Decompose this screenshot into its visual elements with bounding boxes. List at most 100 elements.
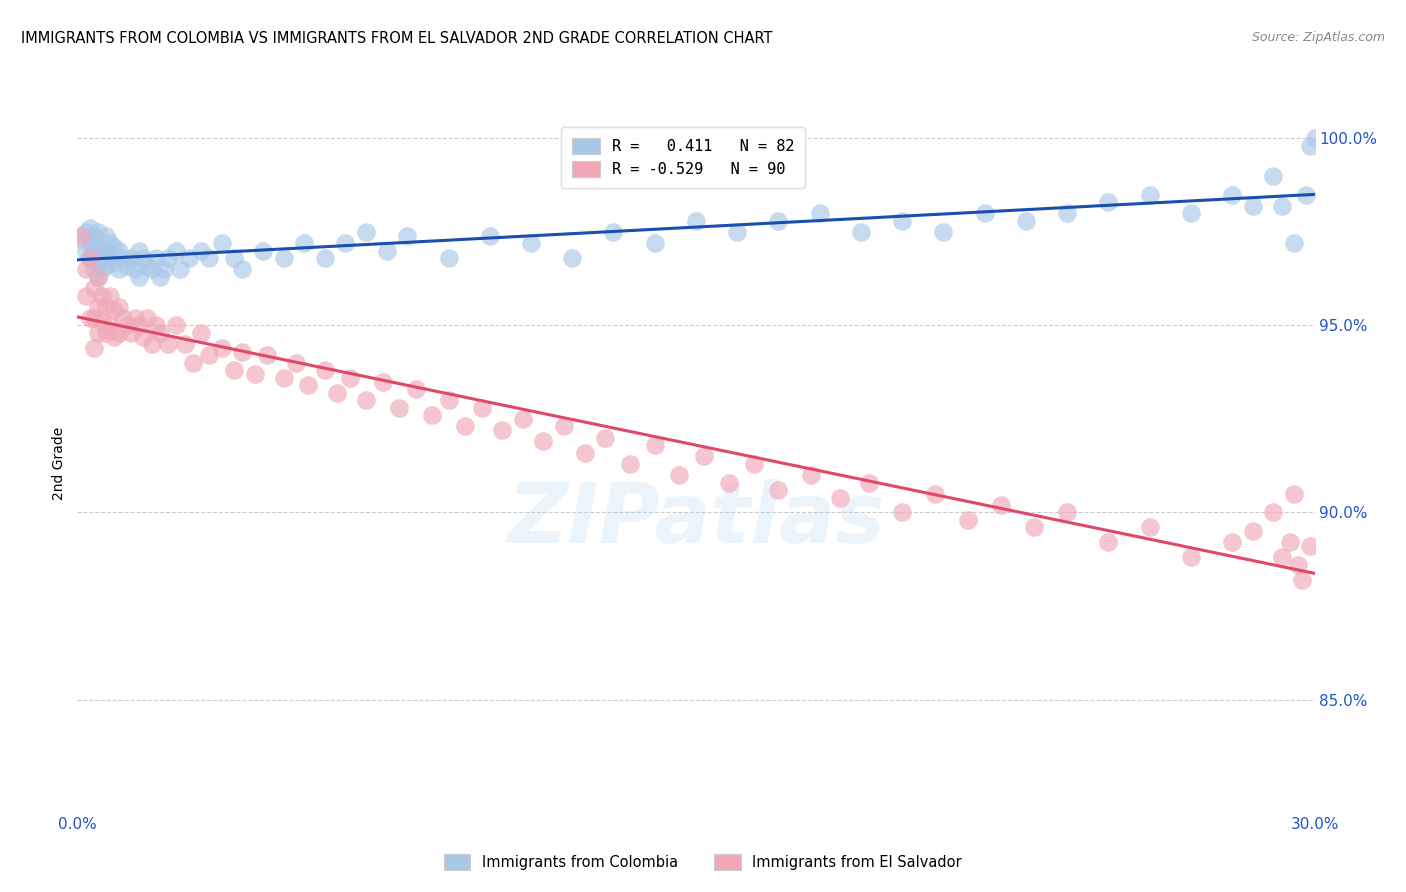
Point	[120, 251, 142, 265]
Point	[1241, 524, 1264, 538]
Point	[252, 244, 274, 258]
Point	[124, 310, 146, 325]
Point	[256, 348, 278, 362]
Point	[396, 228, 419, 243]
Point	[693, 450, 716, 464]
Point	[111, 251, 134, 265]
Point	[128, 318, 150, 333]
Point	[91, 262, 114, 277]
Point	[87, 240, 110, 254]
Point	[717, 475, 740, 490]
Point	[685, 213, 707, 227]
Point	[1282, 236, 1305, 251]
Point	[273, 371, 295, 385]
Point	[91, 288, 114, 302]
Point	[891, 506, 914, 520]
Point	[98, 251, 121, 265]
Point	[198, 251, 221, 265]
Point	[284, 356, 307, 370]
Point	[136, 259, 159, 273]
Point	[668, 468, 690, 483]
Point	[354, 225, 377, 239]
Point	[891, 213, 914, 227]
Point	[1303, 131, 1326, 145]
Point	[96, 259, 118, 273]
Point	[326, 385, 349, 400]
Point	[800, 468, 823, 483]
Point	[222, 363, 245, 377]
Point	[132, 329, 155, 343]
Point	[96, 244, 118, 258]
Point	[1271, 199, 1294, 213]
Point	[593, 431, 616, 445]
Point	[83, 310, 105, 325]
Point	[98, 236, 121, 251]
Point	[375, 244, 398, 258]
Text: IMMIGRANTS FROM COLOMBIA VS IMMIGRANTS FROM EL SALVADOR 2ND GRADE CORRELATION CH: IMMIGRANTS FROM COLOMBIA VS IMMIGRANTS F…	[21, 31, 772, 46]
Point	[725, 225, 748, 239]
Point	[141, 337, 163, 351]
Point	[1263, 169, 1285, 183]
Point	[420, 408, 443, 422]
Point	[405, 382, 427, 396]
Point	[103, 255, 125, 269]
Point	[1139, 187, 1161, 202]
Point	[388, 401, 411, 415]
Point	[1180, 550, 1202, 565]
Point	[75, 225, 97, 239]
Point	[79, 251, 101, 265]
Point	[1097, 194, 1119, 209]
Point	[644, 236, 666, 251]
Point	[177, 251, 200, 265]
Y-axis label: 2nd Grade: 2nd Grade	[52, 427, 66, 500]
Point	[145, 318, 167, 333]
Point	[145, 251, 167, 265]
Point	[98, 318, 121, 333]
Point	[1220, 187, 1243, 202]
Point	[1278, 535, 1301, 549]
Point	[70, 228, 93, 243]
Point	[211, 236, 233, 251]
Point	[141, 262, 163, 277]
Point	[768, 483, 790, 497]
Point	[79, 236, 101, 251]
Point	[1180, 206, 1202, 220]
Point	[454, 419, 477, 434]
Point	[149, 326, 172, 340]
Point	[190, 326, 212, 340]
Point	[91, 244, 114, 258]
Point	[1291, 573, 1313, 587]
Point	[808, 206, 831, 220]
Point	[1015, 213, 1038, 227]
Point	[79, 251, 101, 265]
Point	[91, 315, 114, 329]
Point	[83, 281, 105, 295]
Point	[478, 228, 501, 243]
Point	[115, 259, 138, 273]
Point	[96, 326, 118, 340]
Point	[990, 498, 1012, 512]
Point	[136, 310, 159, 325]
Point	[128, 244, 150, 258]
Point	[1299, 539, 1322, 553]
Point	[619, 457, 641, 471]
Point	[107, 300, 129, 314]
Point	[157, 251, 180, 265]
Point	[1295, 187, 1317, 202]
Legend: R =   0.411   N = 82, R = -0.529   N = 90: R = 0.411 N = 82, R = -0.529 N = 90	[561, 127, 804, 188]
Point	[1286, 558, 1309, 572]
Point	[1263, 506, 1285, 520]
Point	[83, 244, 105, 258]
Point	[1056, 206, 1078, 220]
Point	[96, 228, 118, 243]
Point	[181, 356, 204, 370]
Point	[644, 438, 666, 452]
Point	[1271, 550, 1294, 565]
Point	[107, 262, 129, 277]
Point	[83, 262, 105, 277]
Point	[273, 251, 295, 265]
Point	[1241, 199, 1264, 213]
Point	[107, 326, 129, 340]
Point	[354, 393, 377, 408]
Point	[512, 412, 534, 426]
